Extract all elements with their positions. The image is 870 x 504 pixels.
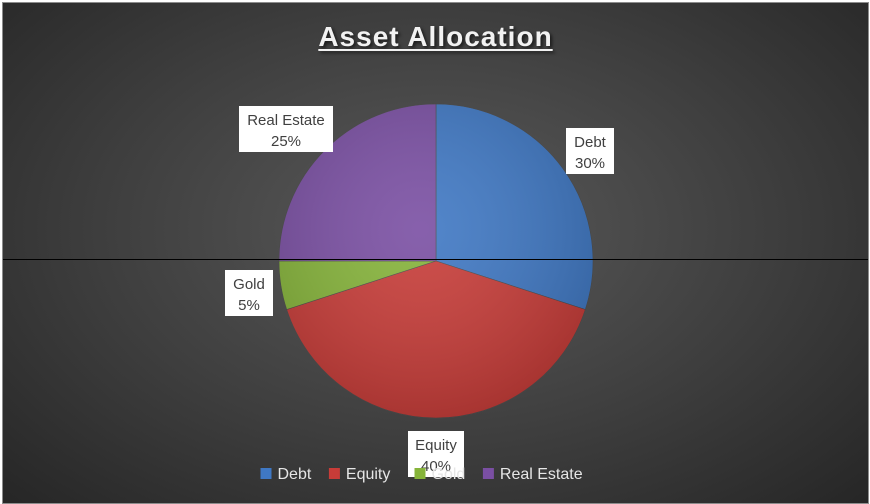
data-label-category: Debt	[574, 134, 607, 151]
legend-swatch	[260, 468, 272, 479]
chart-title: Asset Allocation	[318, 21, 553, 52]
legend: Debt Equity Gold Real Estate	[260, 466, 583, 483]
data-label-value: 5%	[238, 297, 260, 314]
legend-label: Gold	[432, 466, 466, 483]
legend-item-real-estate: Real Estate	[482, 466, 583, 483]
legend-swatch	[328, 468, 340, 479]
data-label-box	[239, 106, 333, 152]
data-label-box	[225, 270, 273, 316]
legend-item-gold: Gold	[414, 466, 466, 483]
legend-swatch	[482, 468, 494, 479]
data-label-category: Real Estate	[247, 112, 325, 129]
data-labels: Debt 30% Equity 40% Gold 5% Real Estate 25%	[225, 106, 614, 477]
horizontal-divider-line	[3, 259, 868, 260]
data-label-real-estate: Real Estate 25%	[239, 106, 333, 152]
legend-label: Equity	[346, 466, 390, 483]
legend-label: Real Estate	[500, 466, 583, 483]
data-label-box	[566, 128, 614, 174]
data-label-value: 25%	[271, 133, 301, 150]
data-label-value: 30%	[575, 155, 605, 172]
legend-swatch	[414, 468, 426, 479]
legend-item-equity: Equity	[328, 466, 390, 483]
legend-item-debt: Debt	[260, 466, 312, 483]
data-label-category: Gold	[233, 276, 265, 293]
data-label-category: Equity	[415, 437, 457, 454]
data-label-gold: Gold 5%	[225, 270, 273, 316]
data-label-value: 40%	[421, 458, 451, 475]
legend-label: Debt	[278, 466, 312, 483]
data-label-debt: Debt 30%	[566, 128, 614, 174]
